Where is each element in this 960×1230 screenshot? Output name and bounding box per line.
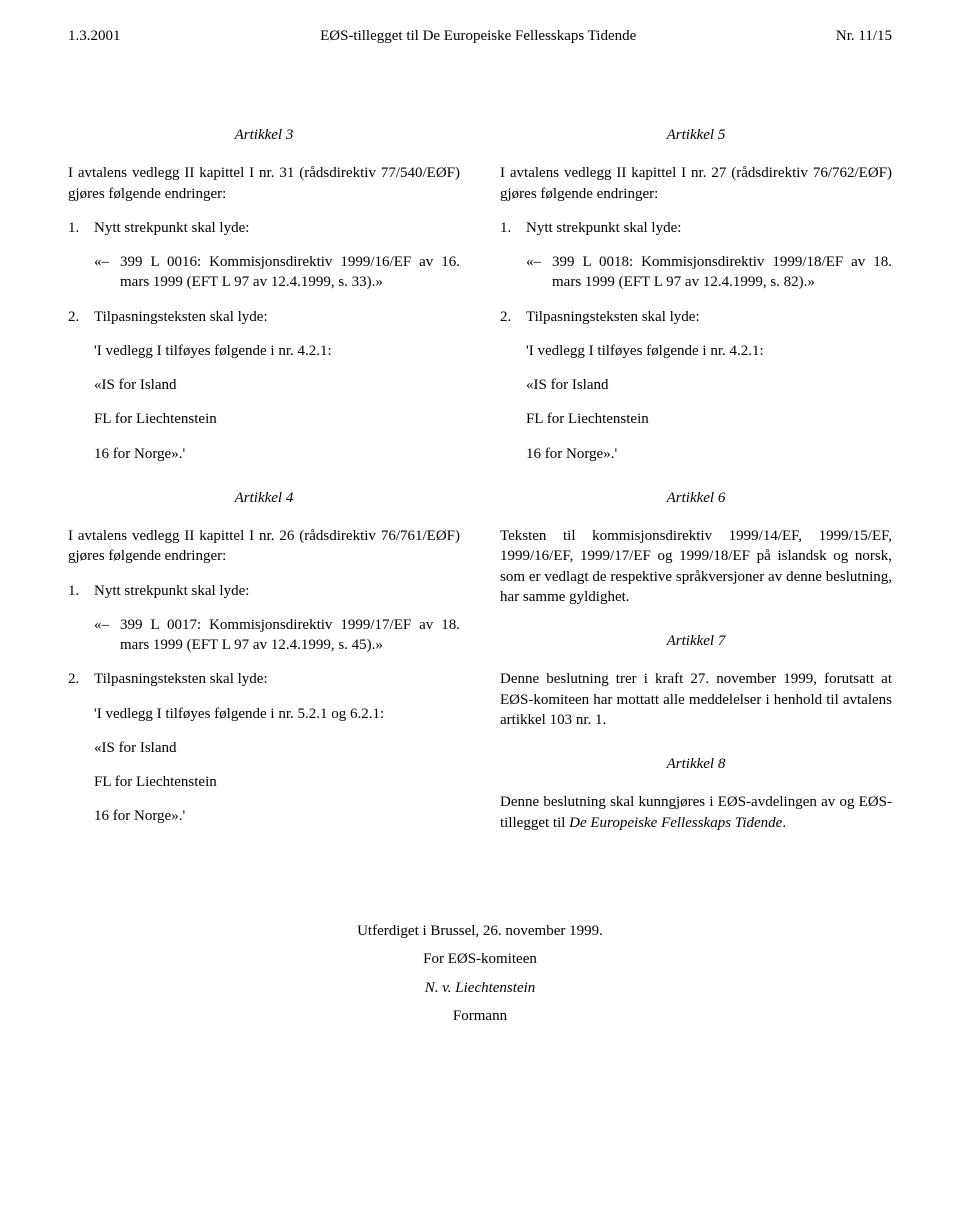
article-3-item-2-line1: 'I vedlegg I tilføyes følgende i nr. 4.2… — [94, 341, 460, 361]
page-header: 1.3.2001 EØS-tillegget til De Europeiske… — [68, 28, 892, 45]
article-5-item-1-bullet: «– 399 L 0018: Kommisjonsdirektiv 1999/1… — [526, 252, 892, 293]
article-3-item-1-bullet: «– 399 L 0016: Kommisjonsdirektiv 1999/1… — [94, 252, 460, 293]
signature-role: Formann — [68, 1002, 892, 1031]
article-4-intro: I avtalens vedlegg II kapittel I nr. 26 … — [68, 526, 460, 567]
article-3-item-1: 1. Nytt strekpunkt skal lyde: — [68, 218, 460, 238]
article-8-para: Denne beslutning skal kunngjøres i EØS-a… — [500, 792, 892, 833]
right-column: Artikkel 5 I avtalens vedlegg II kapitte… — [500, 101, 892, 847]
bullet-text: 399 L 0017: Kommisjonsdirektiv 1999/17/E… — [120, 615, 460, 656]
document-page: 1.3.2001 EØS-tillegget til De Europeiske… — [0, 0, 960, 1230]
item-number: 2. — [68, 307, 94, 327]
article-3-intro: I avtalens vedlegg II kapittel I nr. 31 … — [68, 163, 460, 204]
article-3-item-2-line3: FL for Liechtenstein — [94, 409, 460, 429]
article-5-item-2-line2: «IS for Island — [526, 375, 892, 395]
article-4-item-2-line1: 'I vedlegg I tilføyes følgende i nr. 5.2… — [94, 704, 460, 724]
article-5-item-2-line4: 16 for Norge».' — [526, 444, 892, 464]
article-5-item-2-line1: 'I vedlegg I tilføyes følgende i nr. 4.2… — [526, 341, 892, 361]
article-5-item-2-line3: FL for Liechtenstein — [526, 409, 892, 429]
bullet-mark: «– — [94, 615, 120, 656]
signature-for-line: For EØS-komiteen — [68, 945, 892, 974]
article-3-item-2-line2: «IS for Island — [94, 375, 460, 395]
article-4-item-2: 2. Tilpasningsteksten skal lyde: — [68, 669, 460, 689]
article-8-para-suffix: . — [782, 815, 786, 831]
bullet-mark: «– — [526, 252, 552, 293]
item-text: Tilpasningsteksten skal lyde: — [94, 307, 460, 327]
article-3-item-2-line4: 16 for Norge».' — [94, 444, 460, 464]
signature-place-date: Utferdiget i Brussel, 26. november 1999. — [68, 917, 892, 946]
item-text: Tilpasningsteksten skal lyde: — [94, 669, 460, 689]
header-date: 1.3.2001 — [68, 28, 121, 45]
bullet-mark: «– — [94, 252, 120, 293]
article-5-item-2: 2. Tilpasningsteksten skal lyde: — [500, 307, 892, 327]
item-number: 1. — [68, 218, 94, 238]
article-4-item-2-line4: 16 for Norge».' — [94, 806, 460, 826]
article-5-item-1: 1. Nytt strekpunkt skal lyde: — [500, 218, 892, 238]
item-number: 2. — [68, 669, 94, 689]
article-3-item-2: 2. Tilpasningsteksten skal lyde: — [68, 307, 460, 327]
article-4-item-1-bullet: «– 399 L 0017: Kommisjonsdirektiv 1999/1… — [94, 615, 460, 656]
bullet-text: 399 L 0016: Kommisjonsdirektiv 1999/16/E… — [120, 252, 460, 293]
article-4-title: Artikkel 4 — [68, 488, 460, 508]
article-8-para-italic: De Europeiske Fellesskaps Tidende — [569, 815, 782, 831]
article-5-title: Artikkel 5 — [500, 125, 892, 145]
article-7-title: Artikkel 7 — [500, 631, 892, 651]
article-6-title: Artikkel 6 — [500, 488, 892, 508]
article-4-item-1: 1. Nytt strekpunkt skal lyde: — [68, 581, 460, 601]
signature-block: Utferdiget i Brussel, 26. november 1999.… — [68, 917, 892, 1031]
header-page-number: Nr. 11/15 — [836, 28, 892, 45]
item-text: Nytt strekpunkt skal lyde: — [94, 218, 460, 238]
bullet-text: 399 L 0018: Kommisjonsdirektiv 1999/18/E… — [552, 252, 892, 293]
item-text: Nytt strekpunkt skal lyde: — [526, 218, 892, 238]
item-number: 1. — [68, 581, 94, 601]
item-number: 1. — [500, 218, 526, 238]
signature-name: N. v. Liechtenstein — [68, 974, 892, 1003]
article-6-para: Teksten til kommisjonsdirektiv 1999/14/E… — [500, 526, 892, 607]
item-text: Nytt strekpunkt skal lyde: — [94, 581, 460, 601]
item-text: Tilpasningsteksten skal lyde: — [526, 307, 892, 327]
article-5-intro: I avtalens vedlegg II kapittel I nr. 27 … — [500, 163, 892, 204]
header-title: EØS-tillegget til De Europeiske Fellessk… — [121, 28, 836, 45]
article-7-para: Denne beslutning trer i kraft 27. novemb… — [500, 669, 892, 730]
item-number: 2. — [500, 307, 526, 327]
article-8-title: Artikkel 8 — [500, 754, 892, 774]
article-3-title: Artikkel 3 — [68, 125, 460, 145]
two-column-body: Artikkel 3 I avtalens vedlegg II kapitte… — [68, 101, 892, 847]
left-column: Artikkel 3 I avtalens vedlegg II kapitte… — [68, 101, 460, 847]
article-4-item-2-line3: FL for Liechtenstein — [94, 772, 460, 792]
article-4-item-2-line2: «IS for Island — [94, 738, 460, 758]
